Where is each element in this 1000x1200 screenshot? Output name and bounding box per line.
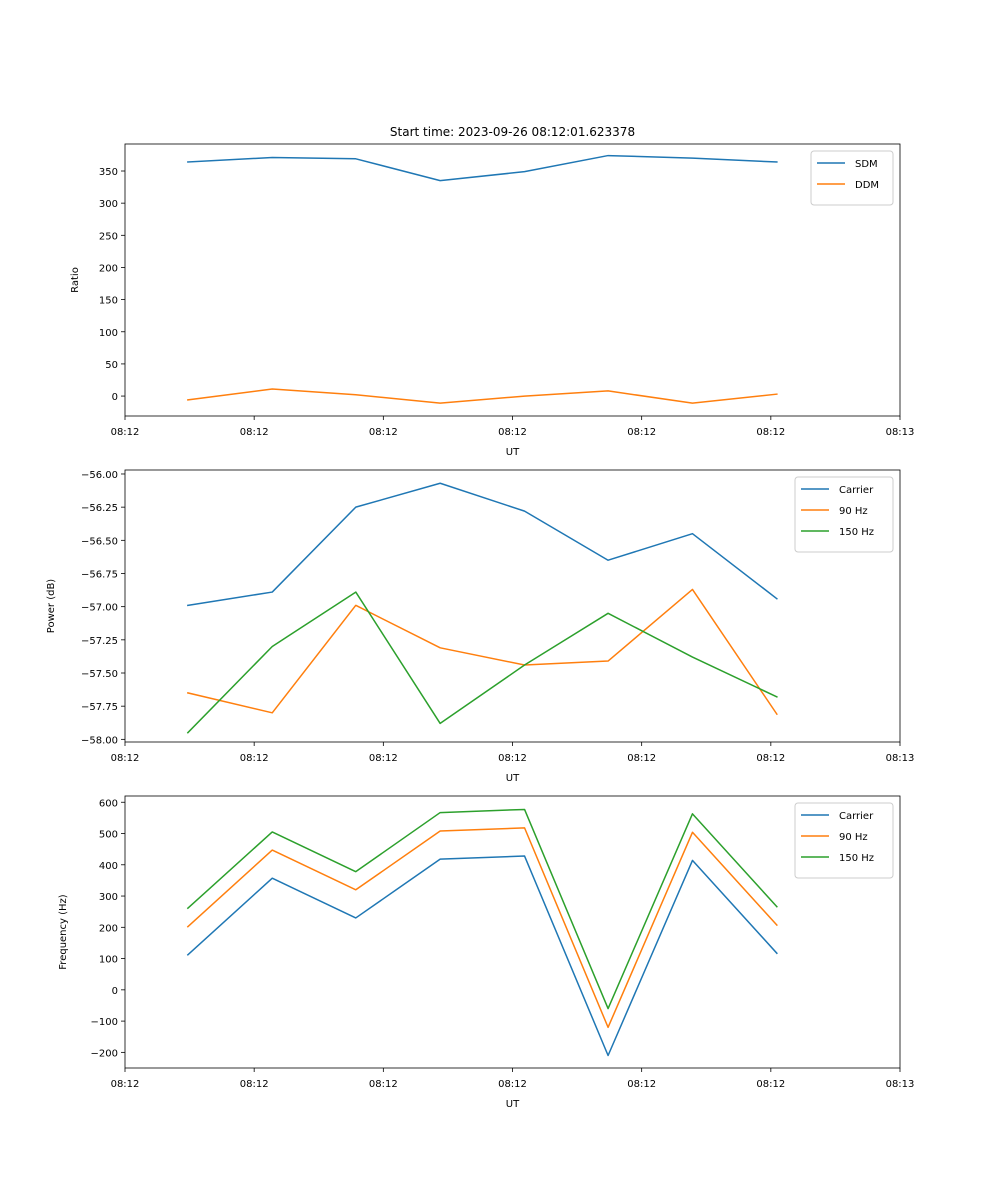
ratio-x-tick-label: 08:12 bbox=[498, 427, 527, 438]
power-x-tick-label: 08:12 bbox=[240, 753, 269, 764]
frequency-legend-box bbox=[794, 802, 894, 879]
power-y-tick-label: −57.75 bbox=[81, 702, 118, 713]
power-legend-box bbox=[794, 476, 894, 553]
power-y-tick-label: −57.25 bbox=[81, 636, 118, 647]
ratio-x-tick-label: 08:12 bbox=[627, 427, 656, 438]
power-y-tick-label: −56.25 bbox=[81, 503, 118, 514]
frequency-x-tick-label: 08:12 bbox=[111, 1079, 140, 1090]
ratio-legend-label-1: DDM bbox=[855, 180, 879, 191]
power-legend: Carrier 90 Hz 150 Hz bbox=[794, 476, 894, 553]
figure-title: Start time: 2023-09-26 08:12:01.623378 bbox=[390, 125, 635, 139]
frequency-x-tick-label: 08:12 bbox=[240, 1079, 269, 1090]
frequency-legend: Carrier 90 Hz 150 Hz bbox=[794, 802, 894, 879]
power-panel: 08:12 08:12 08:12 08:12 08:12 08:12 08:13 −58.0… bbox=[46, 469, 915, 784]
power-x-tick-label: 08:13 bbox=[886, 753, 915, 764]
frequency-y-tick-label: 600 bbox=[99, 798, 118, 809]
power-y-tick-label: −58.00 bbox=[81, 735, 118, 746]
frequency-legend-label-1: 90 Hz bbox=[839, 832, 868, 843]
power-legend-label-0: Carrier bbox=[839, 485, 874, 496]
frequency-legend-label-2: 150 Hz bbox=[839, 853, 874, 864]
ratio-x-axis-label: UT bbox=[506, 447, 520, 458]
power-x-tick-label: 08:12 bbox=[756, 753, 785, 764]
ratio-y-tick-label: 200 bbox=[99, 263, 118, 274]
ratio-y-tick-label: 300 bbox=[99, 199, 118, 210]
frequency-y-tick-label: 200 bbox=[99, 923, 118, 934]
power-series-line-1 bbox=[186, 588, 778, 716]
frequency-x-tick-label: 08:12 bbox=[627, 1079, 656, 1090]
ratio-y-tick-label: 350 bbox=[99, 167, 118, 178]
power-y-tick-label: −57.00 bbox=[81, 603, 118, 614]
ratio-y-tick-label: 250 bbox=[99, 231, 118, 242]
power-y-tick-label: −56.75 bbox=[81, 569, 118, 580]
ratio-y-tick-label: 50 bbox=[105, 360, 118, 371]
ratio-x-tick-label: 08:12 bbox=[369, 427, 398, 438]
ratio-x-tick-label: 08:12 bbox=[111, 427, 140, 438]
power-x-tick-label: 08:12 bbox=[111, 753, 140, 764]
ratio-y-tick-label: 150 bbox=[99, 296, 118, 307]
frequency-y-tick-label: 0 bbox=[112, 986, 118, 997]
frequency-y-tick-label: 500 bbox=[99, 830, 118, 841]
frequency-panel: 08:12 08:12 08:12 08:12 08:12 08:12 08:13 −200 −… bbox=[58, 795, 915, 1110]
frequency-y-tick-label: −100 bbox=[91, 1017, 118, 1028]
ratio-x-tick-label: 08:13 bbox=[886, 427, 915, 438]
power-y-tick-label: −56.50 bbox=[81, 536, 118, 547]
ratio-x-tick-label: 08:12 bbox=[240, 427, 269, 438]
power-x-tick-label: 08:12 bbox=[627, 753, 656, 764]
power-y-axis-label: Power (dB) bbox=[46, 579, 57, 634]
power-y-tick-label: −57.50 bbox=[81, 669, 118, 680]
power-x-tick-label: 08:12 bbox=[369, 753, 398, 764]
ratio-series-line-1 bbox=[187, 388, 778, 404]
frequency-x-axis-label: UT bbox=[506, 1099, 520, 1110]
frequency-series-line-2 bbox=[186, 808, 778, 1010]
frequency-y-tick-label: −200 bbox=[91, 1048, 118, 1059]
power-x-axis-label: UT bbox=[506, 773, 520, 784]
frequency-x-tick-label: 08:12 bbox=[756, 1079, 785, 1090]
frequency-y-axis-label: Frequency (Hz) bbox=[58, 894, 69, 970]
frequency-x-tick-label: 08:12 bbox=[369, 1079, 398, 1090]
frequency-y-tick-label: 400 bbox=[99, 861, 118, 872]
frequency-series-line-1 bbox=[186, 827, 778, 1029]
power-series-line-2 bbox=[186, 591, 778, 734]
frequency-series-line-0 bbox=[186, 855, 778, 1057]
frequency-x-tick-label: 08:12 bbox=[498, 1079, 527, 1090]
frequency-x-tick-label: 08:13 bbox=[886, 1079, 915, 1090]
power-y-tick-label: −56.00 bbox=[81, 470, 118, 481]
frequency-y-tick-label: 300 bbox=[99, 892, 118, 903]
power-x-tick-label: 08:12 bbox=[498, 753, 527, 764]
ratio-legend-box bbox=[810, 150, 894, 206]
ratio-y-tick-label: 0 bbox=[112, 392, 118, 403]
ratio-legend: SDM DDM bbox=[810, 150, 894, 206]
ratio-series-line-0 bbox=[187, 154, 778, 182]
ratio-x-tick-label: 08:12 bbox=[756, 427, 785, 438]
ratio-panel: 08:12 08:12 08:12 08:12 08:12 08:12 08:13 0 50 10… bbox=[70, 143, 915, 458]
ratio-y-axis-label: Ratio bbox=[70, 267, 81, 293]
power-legend-label-1: 90 Hz bbox=[839, 506, 868, 517]
power-legend-label-2: 150 Hz bbox=[839, 527, 874, 538]
ratio-y-tick-label: 100 bbox=[99, 328, 118, 339]
frequency-y-tick-label: 100 bbox=[99, 955, 118, 966]
frequency-legend-label-0: Carrier bbox=[839, 811, 874, 822]
ratio-legend-label-0: SDM bbox=[855, 159, 878, 170]
power-series-line-0 bbox=[187, 482, 778, 607]
